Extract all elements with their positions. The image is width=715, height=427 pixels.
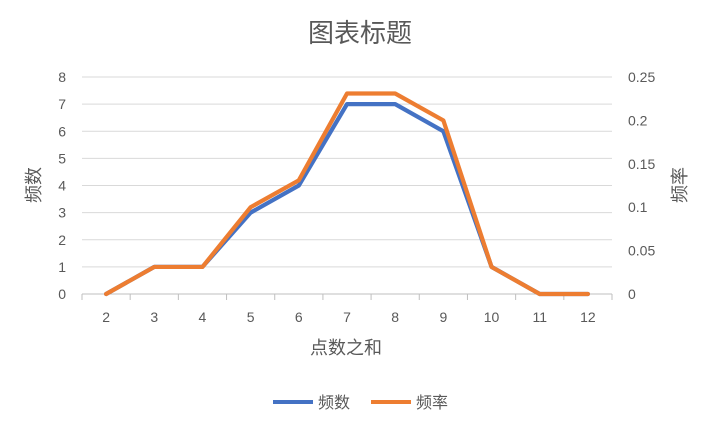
y-tick-label: 3 bbox=[58, 205, 66, 221]
y2-tick-label: 0.2 bbox=[628, 112, 648, 128]
y-tick-label: 2 bbox=[58, 232, 66, 248]
legend-item-pinshu: 频数 bbox=[273, 393, 350, 412]
y2-tick-label: 0.1 bbox=[628, 199, 648, 215]
x-tick-label: 5 bbox=[247, 309, 255, 325]
y-tick-label: 0 bbox=[58, 286, 66, 302]
y2-tick-label: 0.25 bbox=[628, 69, 655, 85]
x-tick-label: 12 bbox=[580, 309, 596, 325]
y2-axis-title: 频率 bbox=[670, 167, 691, 203]
y-tick-label: 6 bbox=[58, 123, 66, 139]
gridlines bbox=[82, 76, 612, 295]
y-tick-label: 4 bbox=[58, 178, 66, 194]
legend-item-pinlv: 频率 bbox=[371, 393, 448, 412]
y2-tick-label: 0.05 bbox=[628, 243, 655, 259]
series-lines bbox=[103, 91, 591, 297]
legend-label-pinshu: 频数 bbox=[318, 393, 350, 412]
x-tick-label: 4 bbox=[199, 309, 207, 325]
series-line-pinlv bbox=[103, 91, 591, 297]
y-tick-label: 1 bbox=[58, 259, 66, 275]
y2-tick-label: 0 bbox=[628, 286, 636, 302]
x-tick-label: 11 bbox=[532, 309, 547, 325]
legend: 频数 频率 bbox=[273, 393, 448, 412]
y2-axis: 0 0.05 0.1 0.15 0.2 0.25 bbox=[628, 69, 655, 302]
y-tick-label: 7 bbox=[58, 96, 66, 112]
y-tick-label: 8 bbox=[58, 69, 66, 85]
x-tick-label: 9 bbox=[439, 309, 447, 325]
x-tick-label: 8 bbox=[391, 309, 399, 325]
x-tick-label: 10 bbox=[484, 309, 500, 325]
x-tick-label: 3 bbox=[150, 309, 158, 325]
x-tick-label: 6 bbox=[295, 309, 303, 325]
y-tick-label: 5 bbox=[58, 150, 66, 166]
x-tick-label: 2 bbox=[102, 309, 110, 325]
y-axis-title: 频数 bbox=[24, 167, 45, 203]
x-tick-label: 7 bbox=[343, 309, 351, 325]
y-axis: 0 1 2 3 4 5 6 7 8 bbox=[58, 69, 66, 302]
x-axis: 2 3 4 5 6 7 8 9 10 11 12 bbox=[81, 294, 613, 325]
chart-title: 图表标题 bbox=[308, 19, 412, 49]
x-axis-title: 点数之和 bbox=[310, 338, 382, 359]
legend-label-pinlv: 频率 bbox=[416, 393, 448, 412]
y2-tick-label: 0.15 bbox=[628, 156, 655, 172]
